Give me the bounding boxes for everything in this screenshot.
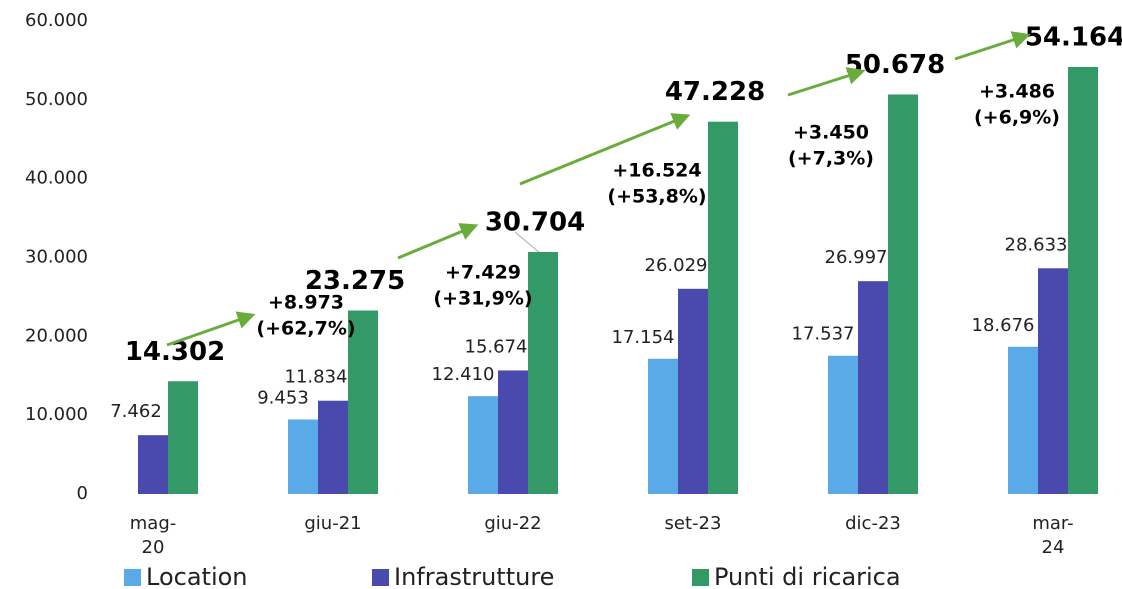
bar xyxy=(888,94,918,494)
growth-annotation: +16.524 xyxy=(612,160,701,182)
y-tick-label: 0 xyxy=(77,483,88,504)
bar xyxy=(348,310,378,494)
y-tick-label: 30.000 xyxy=(25,247,88,268)
data-label: 26.997 xyxy=(825,247,888,268)
legend-label: Infrastrutture xyxy=(394,563,554,589)
growth-annotation: (+6,9%) xyxy=(974,107,1060,129)
y-tick-label: 40.000 xyxy=(25,168,88,189)
legend-swatch xyxy=(372,569,389,586)
bar xyxy=(678,288,708,494)
total-label: 50.678 xyxy=(845,50,945,80)
bar xyxy=(708,121,738,494)
growth-annotation: (+53,8%) xyxy=(607,186,706,208)
data-label: 12.410 xyxy=(432,364,495,385)
x-tick-label: dic-23 xyxy=(845,513,901,534)
growth-annotation: +8.973 xyxy=(268,292,344,314)
x-tick-label: set-23 xyxy=(665,513,722,534)
growth-arrow xyxy=(787,67,866,97)
growth-annotation: +7.429 xyxy=(445,262,521,284)
data-label: 26.029 xyxy=(645,255,708,276)
data-label: 11.834 xyxy=(285,367,348,388)
total-label: 47.228 xyxy=(665,77,765,107)
x-tick-label: giu-22 xyxy=(484,513,541,534)
legend-label: Punti di ricarica xyxy=(714,563,901,589)
data-label: 18.676 xyxy=(972,315,1035,336)
bar xyxy=(288,419,318,494)
data-label: 28.633 xyxy=(1005,234,1068,255)
bar xyxy=(498,370,528,494)
bar xyxy=(648,358,678,494)
growth-annotation: +3.486 xyxy=(979,81,1055,103)
data-label: 7.462 xyxy=(110,401,162,422)
growth-annotation: +3.450 xyxy=(793,122,869,144)
bar xyxy=(1038,268,1068,494)
data-label: 17.537 xyxy=(792,324,855,345)
bar xyxy=(468,396,498,494)
y-tick-label: 10.000 xyxy=(25,404,88,425)
x-tick-label: giu-21 xyxy=(304,513,361,534)
bar xyxy=(858,281,888,494)
data-label: 15.674 xyxy=(465,336,528,357)
bar xyxy=(1008,346,1038,494)
y-tick-label: 60.000 xyxy=(25,10,88,31)
bar xyxy=(318,400,348,494)
bar xyxy=(528,251,558,494)
legend-swatch xyxy=(124,569,141,586)
data-label: 17.154 xyxy=(612,327,675,348)
total-label: 54.164 xyxy=(1025,23,1122,53)
growth-arrow xyxy=(954,31,1031,61)
data-label: 9.453 xyxy=(257,387,309,408)
growth-arrow xyxy=(166,311,256,347)
total-label: 23.275 xyxy=(305,266,405,296)
legend-label: Location xyxy=(146,563,248,589)
leader-line xyxy=(514,231,542,255)
bar xyxy=(1068,67,1098,494)
bar xyxy=(168,381,198,494)
growth-arrow xyxy=(397,223,479,260)
bar xyxy=(138,435,168,494)
growth-arrow xyxy=(519,113,691,186)
y-tick-label: 50.000 xyxy=(25,89,88,110)
legend-swatch xyxy=(692,569,709,586)
bar xyxy=(828,355,858,494)
y-tick-label: 20.000 xyxy=(25,325,88,346)
growth-annotation: (+62,7%) xyxy=(256,318,355,340)
x-tick-label: mar-24 xyxy=(1032,513,1073,558)
x-tick-label: mag-20 xyxy=(130,513,177,558)
total-label: 30.704 xyxy=(485,207,585,237)
growth-annotation: (+31,9%) xyxy=(433,288,532,310)
growth-annotation: (+7,3%) xyxy=(788,148,874,170)
